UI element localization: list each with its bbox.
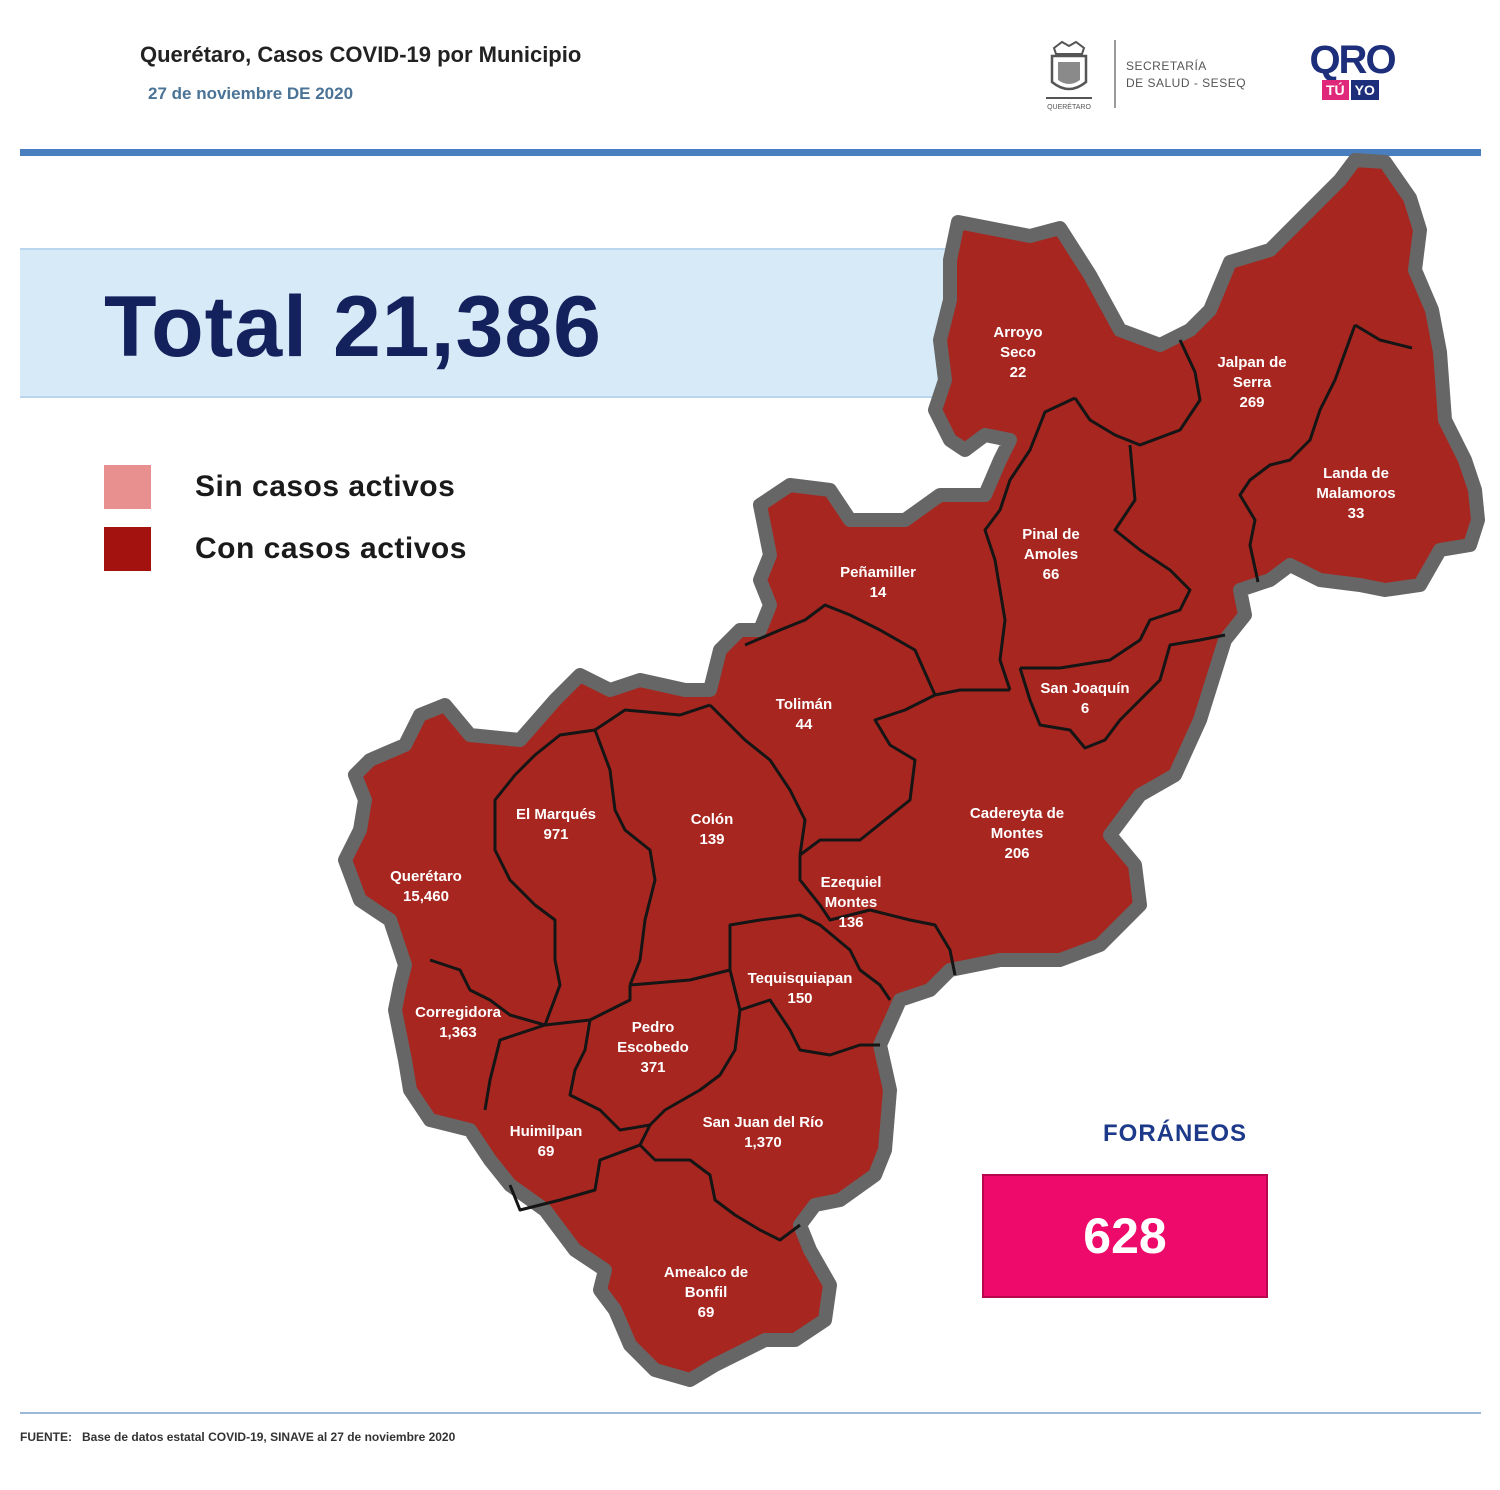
cases-san-joaquin: 6: [1081, 700, 1089, 717]
border-colon-west: [593, 703, 711, 986]
border-toliman-colon: [708, 703, 807, 856]
qro-logo-text: QRO: [1309, 38, 1396, 82]
border-penamiller-toliman: [744, 603, 1010, 697]
cases-tequisquiapan: 150: [787, 990, 812, 1007]
source-text: Base de datos estatal COVID-19, SINAVE a…: [82, 1430, 456, 1444]
border-sanjuan-tequis: [739, 998, 880, 1057]
footer-rule: [20, 1412, 1481, 1414]
agency-name: SECRETARÍA DE SALUD - SESEQ: [1126, 58, 1286, 92]
label-ezequiel-montes: Ezequiel Montes 136: [821, 874, 882, 931]
cases-landa-de-matamoros: 33: [1348, 505, 1365, 522]
border-pinal-east: [1020, 444, 1192, 670]
label-colon: Colón 139: [691, 811, 734, 848]
label-queretaro: Querétaro 15,460: [390, 868, 462, 905]
border-arroyo-jalpan: [1073, 339, 1202, 447]
cases-pinal-de-amoles: 66: [1043, 566, 1060, 583]
total-cases: Total 21,386: [104, 278, 602, 377]
cases-jalpan-de-serra: 269: [1239, 394, 1264, 411]
total-value: 21,386: [332, 279, 602, 375]
cases-ezequiel-montes: 136: [838, 914, 863, 931]
label-jalpan-de-serra: Jalpan de Serra 269: [1217, 354, 1286, 411]
label-amealco-de-bonfil: Amealco de Bonfil 69: [664, 1264, 748, 1321]
cases-amealco-de-bonfil: 69: [698, 1304, 715, 1321]
cases-cadereyta: 206: [1004, 845, 1029, 862]
source-label: FUENTE:: [20, 1430, 72, 1444]
border-huimilpan-amealco: [508, 1143, 641, 1212]
legend-item-con-casos: Con casos activos: [104, 527, 467, 571]
cases-arroyo-seco: 22: [1010, 364, 1027, 381]
foraneos-label: FORÁNEOS: [1102, 1120, 1247, 1147]
cases-colon: 139: [699, 831, 724, 848]
cases-el-marques: 971: [543, 826, 568, 843]
legend-label-con-casos: Con casos activos: [195, 532, 467, 565]
border-ezequiel: [798, 855, 957, 976]
border-pedro-sanjuan: [638, 1124, 652, 1146]
agency-line-1: SECRETARÍA: [1126, 59, 1207, 73]
cases-san-juan-del-rio: 1,370: [744, 1134, 782, 1151]
label-pinal-de-amoles: Pinal de Amoles 66: [1022, 526, 1080, 583]
qro-logo-tag: TÚ YO: [1322, 80, 1379, 100]
cases-penamiller: 14: [870, 584, 887, 601]
header-rule: [20, 149, 1481, 156]
label-pedro-escobedo: Pedro Escobedo 371: [617, 1019, 689, 1076]
label-huimilpan: Huimilpan 69: [510, 1123, 583, 1160]
label-corregidora: Corregidora 1,363: [415, 1004, 502, 1041]
border-elmarques-west: [493, 728, 596, 1026]
qro-brand-logo: QRO TÚ YO: [1300, 38, 1404, 104]
border-sanjuan-amealco: [638, 1143, 801, 1242]
label-arroyo-seco: Arroyo Seco 22: [993, 324, 1042, 381]
cases-huimilpan: 69: [538, 1143, 555, 1160]
total-banner: [20, 248, 1020, 398]
page-title: Querétaro, Casos COVID-19 por Municipio: [140, 42, 582, 67]
report-date: 27 de noviembre DE 2020: [148, 84, 354, 103]
label-landa-de-matamoros: Landa de Malamoros 33: [1316, 465, 1395, 522]
municipal-borders: [429, 323, 1413, 1242]
foraneos-box: 628: [982, 1174, 1268, 1298]
legend-swatch-sin-casos: [104, 465, 151, 509]
border-tequis-north: [629, 913, 892, 1001]
border-pinal-west: [983, 396, 1076, 691]
cases-queretaro: 15,460: [403, 888, 449, 905]
header-divider: [1114, 40, 1116, 108]
border-toliman-cadereyta: [799, 693, 936, 857]
label-el-marques: El Marqués 971: [516, 806, 596, 843]
foraneos-value: 628: [1083, 1208, 1167, 1264]
total-label: Total: [104, 279, 309, 375]
agency-line-2: DE SALUD - SESEQ: [1126, 76, 1247, 90]
label-cadereyta: Cadereyta de Montes 206: [970, 805, 1064, 862]
state-coat-of-arms-icon: QUERÉTARO: [1046, 40, 1092, 111]
border-sanjoaquin: [1018, 633, 1226, 750]
border-corregidora-huimilpan: [483, 1023, 546, 1111]
svg-text:QUERÉTARO: QUERÉTARO: [1047, 102, 1091, 111]
cases-pedro-escobedo: 371: [640, 1059, 665, 1076]
source-note: FUENTE: Base de datos estatal COVID-19, …: [20, 1430, 455, 1444]
label-tequisquiapan: Tequisquiapan 150: [748, 970, 853, 1007]
cases-corregidora: 1,363: [439, 1024, 477, 1041]
label-san-juan-del-rio: San Juan del Río 1,370: [703, 1114, 824, 1151]
border-jalpan-landa: [1238, 323, 1413, 583]
qro-logo-tag-yo: YO: [1350, 80, 1379, 100]
label-toliman: Tolimán 44: [776, 696, 832, 733]
border-queretaro-corregidora: [429, 958, 546, 1027]
legend-label-sin-casos: Sin casos activos: [195, 470, 456, 503]
legend-swatch-con-casos: [104, 527, 151, 571]
legend-item-sin-casos: Sin casos activos: [104, 465, 455, 509]
municipality-labels: Arroyo Seco 22 Jalpan de Serra 269 Landa de M…: [390, 324, 1395, 1321]
label-san-joaquin: San Joaquín 6: [1040, 680, 1129, 717]
state-outline: [338, 153, 1485, 1387]
cases-toliman: 44: [796, 716, 813, 733]
qro-logo-tag-tu: TÚ: [1322, 80, 1349, 100]
label-penamiller: Peñamiller 14: [840, 564, 916, 601]
